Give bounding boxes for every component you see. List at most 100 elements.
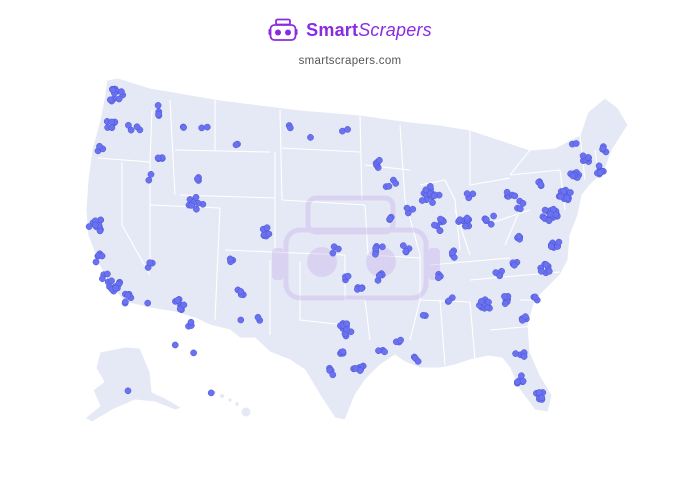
brand-name: SmartScrapers: [306, 20, 432, 41]
location-marker: [409, 205, 417, 213]
location-marker: [563, 194, 571, 202]
location-marker: [379, 243, 386, 251]
location-marker: [372, 250, 379, 258]
location-marker: [463, 190, 471, 197]
location-marker: [254, 313, 262, 321]
location-marker: [144, 299, 152, 307]
location-marker: [118, 88, 125, 95]
location-marker: [344, 126, 351, 133]
location-marker: [154, 154, 162, 162]
location-marker: [108, 277, 115, 285]
location-marker: [436, 227, 444, 234]
location-marker: [372, 245, 379, 252]
location-marker: [422, 186, 430, 194]
location-marker: [180, 124, 187, 131]
location-marker: [399, 242, 407, 249]
alaska: [84, 346, 183, 423]
location-marker: [194, 175, 201, 183]
location-marker: [190, 349, 197, 357]
location-marker: [418, 197, 426, 204]
location-marker: [463, 214, 471, 222]
location-marker: [145, 176, 153, 184]
location-marker: [516, 205, 524, 213]
location-marker: [555, 238, 563, 246]
hawaii: [211, 389, 252, 418]
location-marker: [437, 215, 444, 223]
location-marker: [599, 145, 607, 152]
location-marker: [522, 313, 529, 320]
location-marker: [91, 221, 99, 229]
location-marker: [541, 206, 549, 214]
location-marker: [155, 111, 162, 118]
location-marker: [595, 162, 603, 170]
location-marker: [511, 192, 519, 200]
location-marker: [490, 212, 497, 220]
location-marker: [514, 378, 521, 386]
location-marker: [535, 389, 543, 396]
location-marker: [520, 353, 528, 360]
location-marker: [503, 188, 511, 196]
brand-domain[interactable]: smartscrapers.com: [298, 55, 402, 67]
location-marker: [351, 364, 359, 372]
location-marker: [203, 123, 211, 131]
location-marker: [344, 272, 352, 280]
location-marker: [96, 227, 104, 235]
location-marker: [375, 347, 382, 355]
location-marker: [596, 169, 604, 176]
location-marker: [329, 249, 337, 257]
location-marker: [92, 258, 100, 266]
location-marker: [392, 180, 400, 187]
location-marker: [402, 248, 410, 255]
location-marker: [171, 341, 179, 349]
location-marker: [579, 152, 587, 160]
location-marker: [548, 243, 555, 250]
location-marker: [511, 261, 518, 269]
location-marker: [397, 336, 404, 344]
location-marker: [376, 156, 383, 164]
location-marker: [550, 205, 557, 213]
brand-name-part2: Scrapers: [358, 19, 432, 40]
location-marker: [385, 182, 393, 190]
location-marker: [154, 102, 162, 109]
location-marker: [545, 267, 553, 275]
location-marker: [431, 221, 438, 229]
location-marker: [263, 224, 271, 232]
location-marker: [108, 118, 116, 126]
location-marker: [487, 220, 495, 228]
location-marker: [133, 123, 141, 131]
location-marker: [545, 217, 553, 225]
location-marker: [232, 141, 240, 149]
location-marker: [85, 223, 93, 230]
location-marker: [519, 377, 527, 385]
location-marker: [188, 202, 195, 209]
location-marker: [226, 255, 234, 263]
location-marker: [339, 348, 347, 356]
location-marker: [501, 300, 509, 307]
brand[interactable]: SmartScrapers: [268, 18, 432, 42]
location-markers: [85, 85, 610, 403]
us-mainland: [85, 77, 629, 421]
location-marker: [207, 389, 215, 397]
location-marker: [237, 316, 245, 324]
location-marker: [429, 199, 436, 206]
brand-name-part1: Smart: [306, 19, 359, 40]
location-marker: [124, 292, 132, 299]
location-marker: [106, 96, 114, 104]
location-marker: [448, 249, 456, 256]
location-marker: [435, 274, 442, 282]
location-marker: [519, 200, 527, 207]
location-marker: [560, 187, 568, 195]
location-marker: [307, 134, 314, 141]
location-marker: [515, 232, 523, 240]
location-marker: [98, 252, 106, 260]
location-marker: [115, 95, 123, 103]
location-marker: [477, 298, 485, 305]
location-marker: [375, 272, 383, 279]
location-marker: [237, 288, 245, 295]
location-marker: [445, 297, 453, 305]
location-marker: [174, 296, 181, 304]
location-marker: [286, 124, 294, 132]
location-marker: [512, 350, 519, 357]
location-marker: [546, 210, 554, 218]
